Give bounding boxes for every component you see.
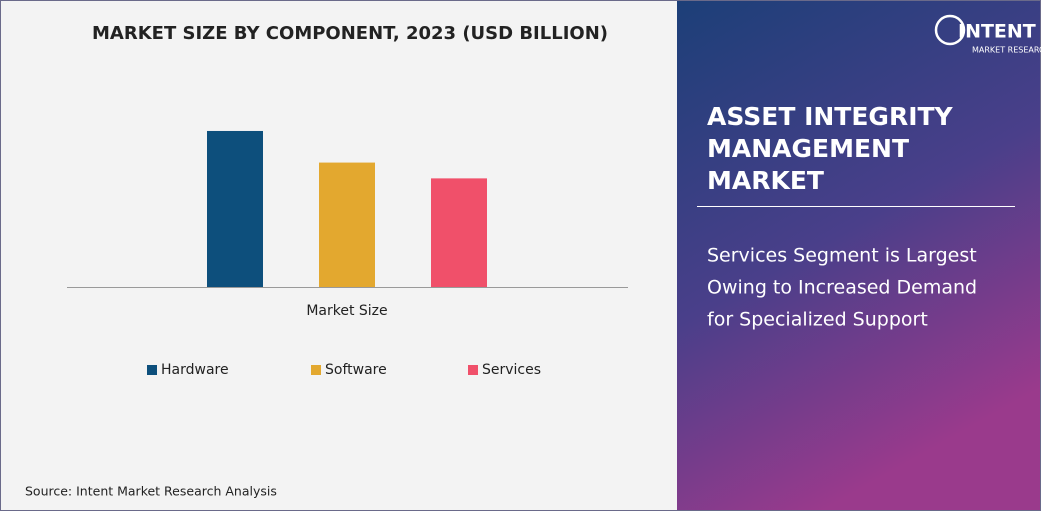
bar <box>207 130 263 287</box>
legend-label: Services <box>482 362 541 378</box>
chart-title: MARKET SIZE BY COMPONENT, 2023 (USD BILL… <box>92 23 608 44</box>
x-tick-label: Market Size <box>306 303 387 319</box>
legend-label: Software <box>325 362 387 378</box>
panel-subtitle: Services Segment is Largest <box>707 245 977 267</box>
logo-icon <box>934 14 966 46</box>
panel-subtitle: for Specialized Support <box>707 309 928 331</box>
logo-name: INTENT <box>958 21 1036 43</box>
panel-title: MARKET <box>707 166 824 195</box>
legend-swatch <box>147 365 157 375</box>
source: Source: Intent Market Research Analysis <box>25 484 277 499</box>
side-panel <box>677 0 1041 511</box>
panel-title: MANAGEMENT <box>707 134 909 163</box>
panel-subtitle: Owing to Increased Demand <box>707 277 977 299</box>
legend-swatch <box>311 365 321 375</box>
bar <box>319 162 375 287</box>
legend-swatch <box>468 365 478 375</box>
bar <box>431 178 487 287</box>
logo-tagline: MARKET RESEARCH <box>972 46 1043 55</box>
panel-title: ASSET INTEGRITY <box>707 102 954 131</box>
legend-label: Hardware <box>161 362 229 378</box>
